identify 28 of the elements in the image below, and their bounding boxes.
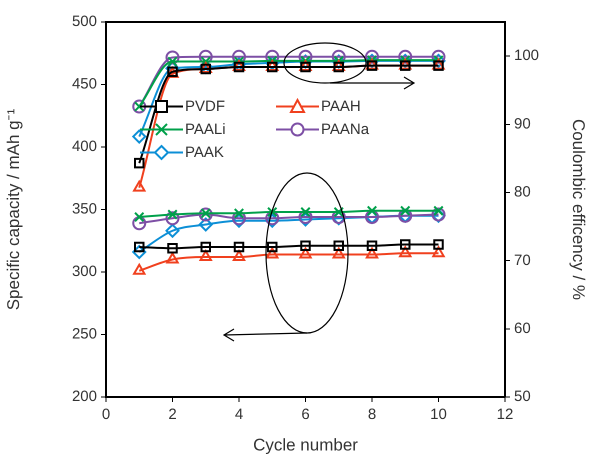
- x-tick-label: 4: [234, 406, 244, 424]
- legend-label: PVDF: [185, 98, 226, 115]
- y2-tick-label: 70: [514, 252, 531, 269]
- y2-tick-label: 60: [514, 320, 531, 337]
- legend-label: PAAK: [185, 144, 224, 161]
- y-tick-label: 500: [72, 13, 97, 30]
- y-tick-label: 450: [72, 76, 97, 93]
- legend-label: PAALi: [185, 121, 226, 138]
- y2-tick-label: 90: [514, 115, 531, 132]
- x-tick-label: 10: [430, 406, 447, 424]
- x-tick-label: 8: [368, 406, 376, 424]
- y-tick-label: 350: [72, 200, 97, 218]
- y-axis-title: Specific capacity / mAh g⁻¹: [4, 108, 23, 310]
- y-tick-label: 200: [72, 388, 97, 406]
- x-tick-label: 2: [168, 406, 177, 424]
- legend-label: PAAH: [321, 98, 361, 115]
- x-tick-label: 12: [496, 406, 514, 424]
- y-tick-label: 400: [72, 138, 97, 156]
- x-tick-label: 6: [301, 406, 310, 424]
- x-tick-label: 0: [102, 406, 110, 424]
- y2-tick-label: 50: [514, 388, 531, 406]
- x-axis-title: Cycle number: [253, 435, 358, 454]
- y2-tick-label: 100: [514, 47, 540, 64]
- legend-label: PAANa: [321, 121, 370, 138]
- y2-tick-label: 80: [514, 184, 531, 201]
- y-tick-label: 250: [72, 326, 97, 343]
- y2-axis-title: Coulombic efficency / %: [569, 118, 588, 300]
- y-tick-label: 300: [72, 263, 97, 280]
